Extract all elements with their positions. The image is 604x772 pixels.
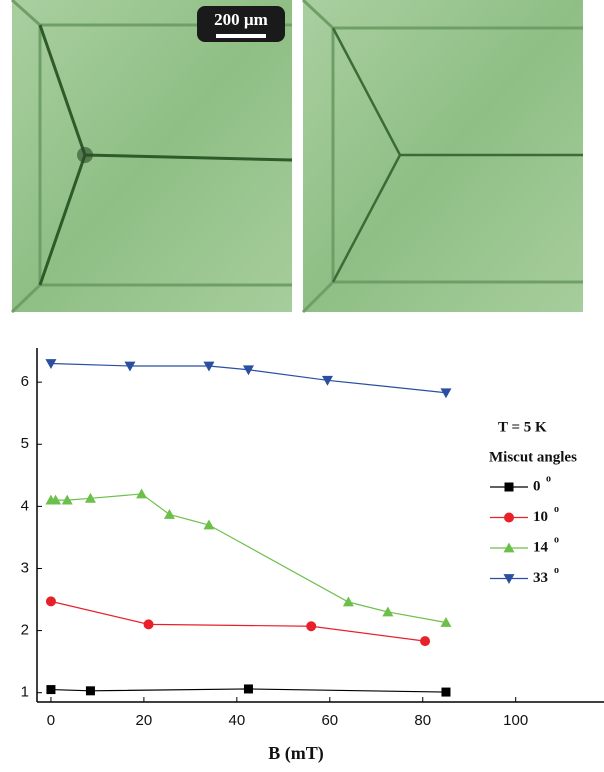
- marker: [203, 519, 215, 530]
- legend-title: T = 5 K: [498, 419, 547, 435]
- x-tick-label: 60: [321, 712, 338, 729]
- marker: [504, 512, 514, 523]
- y-tick-label: 1: [21, 684, 29, 701]
- legend-degree: o: [554, 504, 559, 515]
- scale-bar-label: 200 µm: [214, 10, 268, 29]
- x-tick-label: 20: [136, 712, 153, 729]
- plot-frame: [36, 348, 604, 703]
- marker: [45, 596, 56, 607]
- y-tick-label: 6: [21, 373, 29, 390]
- legend-label: 14: [533, 539, 549, 555]
- x-tick-label: 0: [47, 712, 55, 729]
- marker: [85, 686, 95, 696]
- x-axis-label: B (mT): [268, 743, 324, 764]
- marker: [420, 636, 431, 647]
- series-line: [50, 600, 426, 642]
- micrograph-left: 200 µm: [10, 0, 293, 314]
- marker: [46, 685, 56, 695]
- marker: [61, 494, 73, 505]
- marker: [143, 619, 154, 630]
- y-tick-label: 5: [21, 435, 29, 452]
- micrograph-right: [301, 0, 583, 314]
- legend-degree: o: [546, 473, 551, 484]
- marker: [440, 388, 452, 399]
- series-line: [50, 362, 447, 394]
- marker: [503, 542, 515, 553]
- marker: [45, 359, 57, 370]
- marker: [203, 361, 215, 372]
- marker: [441, 687, 451, 697]
- series-line: [50, 688, 446, 693]
- legend-degree: o: [554, 534, 559, 545]
- x-tick-label: 80: [414, 712, 431, 729]
- x-tick-label: 40: [229, 712, 246, 729]
- marker: [306, 621, 317, 632]
- legend-label: 0: [533, 478, 541, 494]
- legend-label: 10: [533, 509, 548, 525]
- marker: [84, 492, 96, 503]
- marker: [440, 617, 452, 627]
- marker: [243, 684, 253, 694]
- y-tick-label: 2: [21, 622, 29, 639]
- marker: [382, 606, 394, 617]
- legend-degree: o: [554, 565, 559, 576]
- marker: [342, 596, 354, 607]
- marker: [163, 508, 175, 519]
- legend-label: 33: [533, 570, 548, 586]
- series-line: [50, 493, 447, 624]
- marker: [503, 574, 515, 584]
- y-tick-label: 3: [21, 559, 29, 576]
- marker: [50, 494, 62, 505]
- marker: [242, 365, 254, 376]
- x-tick-label: 100: [503, 712, 528, 729]
- marker: [321, 375, 333, 386]
- marker: [136, 488, 148, 499]
- y-tick-label: 4: [21, 497, 29, 514]
- marker: [504, 482, 514, 492]
- marker: [124, 361, 136, 372]
- legend-subtitle: Miscut angles: [489, 449, 577, 465]
